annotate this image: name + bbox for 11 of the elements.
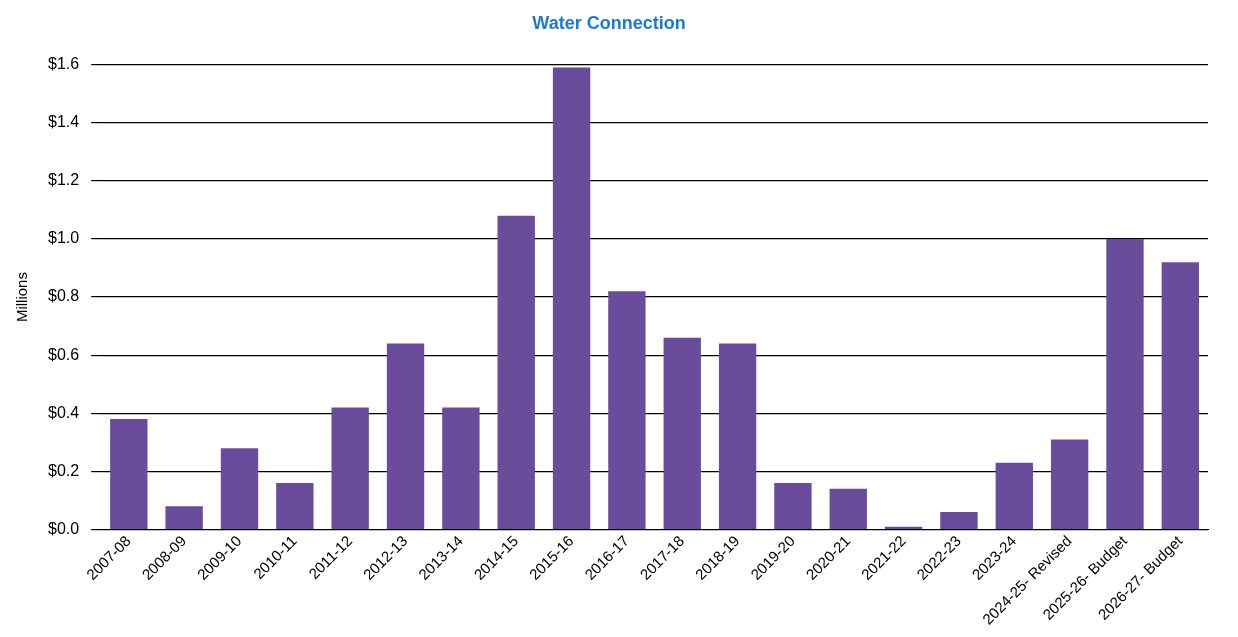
- y-tick-label: $0.2: [48, 461, 80, 479]
- y-tick-label: $0.0: [48, 519, 80, 537]
- chart-title: Water Connection: [532, 12, 686, 33]
- y-tick-label: $1.4: [48, 113, 80, 131]
- y-tick-label: $0.8: [48, 287, 80, 305]
- y-tick-label: $0.4: [48, 403, 80, 421]
- y-tick-label: $0.6: [48, 345, 80, 363]
- y-axis-title: Millions: [13, 272, 31, 323]
- y-tick-label: $1.0: [48, 229, 80, 247]
- y-tick-label: $1.6: [48, 55, 80, 73]
- y-tick-label: $1.2: [48, 171, 80, 189]
